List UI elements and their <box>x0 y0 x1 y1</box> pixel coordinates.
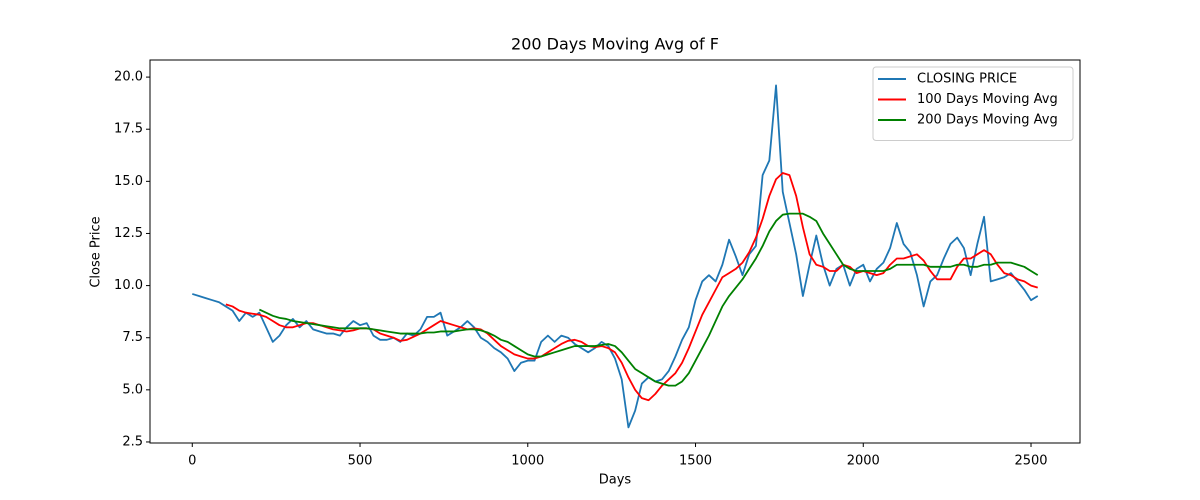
y-axis-label: Close Price <box>89 216 104 287</box>
legend-label: 200 Days Moving Avg <box>917 113 1058 128</box>
axes-frame <box>149 59 1081 444</box>
y-tick-label: 17.5 <box>114 122 143 137</box>
y-tick-label: 2.5 <box>122 434 143 449</box>
chart-title: 200 Days Moving Avg of F <box>511 35 719 54</box>
y-tick-label: 12.5 <box>114 226 143 241</box>
line-series <box>258 212 1039 387</box>
legend-label: CLOSING PRICE <box>917 72 1017 87</box>
legend: CLOSING PRICE 100 Days Moving Avg 200 Days… <box>872 66 1074 141</box>
legend-box <box>872 66 1074 141</box>
line-series <box>192 84 1039 429</box>
x-tick-label: 0 <box>188 454 196 469</box>
y-tick-label: 7.5 <box>122 330 143 345</box>
x-tick-label: 1500 <box>679 454 712 469</box>
x-axis-label: Days <box>599 473 632 488</box>
y-tick-label: 5.0 <box>122 382 143 397</box>
x-tick-label: 2500 <box>1014 454 1047 469</box>
y-tick-label: 15.0 <box>114 174 143 189</box>
x-tick-label: 1000 <box>511 454 544 469</box>
y-tick-label: 10.0 <box>114 278 143 293</box>
plot-area <box>192 84 1039 429</box>
legend-label: 100 Days Moving Avg <box>917 92 1058 107</box>
x-tick-label: 2000 <box>847 454 880 469</box>
y-tick-label: 20.0 <box>114 70 143 85</box>
x-tick-label: 500 <box>348 454 373 469</box>
